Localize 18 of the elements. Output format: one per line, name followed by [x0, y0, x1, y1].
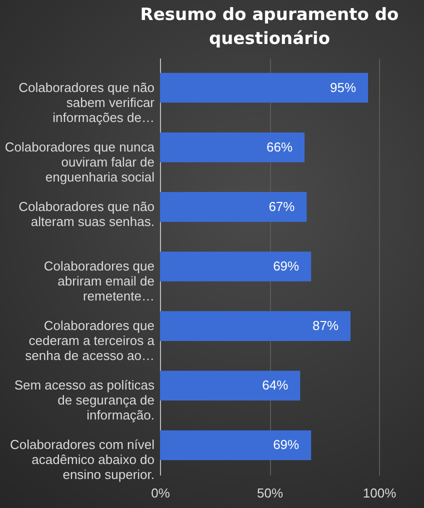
data-label: 95% — [330, 80, 356, 95]
data-label: 66% — [266, 139, 293, 154]
data-label: 69% — [273, 437, 300, 452]
y-tick-label: Colaboradores com nível acadêmico abaixo do ensino superior. — [10, 437, 155, 482]
y-tick-label: Colaboradores que nunca ouviram falar de enguenharia social — [4, 139, 156, 184]
data-label: 69% — [273, 258, 300, 274]
y-tick-label: Sem acesso as políticas de segurança de informação. — [14, 378, 155, 423]
y-tick-label: Colaboradores que não sabem verificar informações de… — [18, 80, 156, 125]
data-label: 87% — [312, 318, 339, 334]
x-tick-label: 0% — [151, 486, 170, 500]
y-tick-label: Colaboradores que abriram email de remetente… — [44, 258, 154, 304]
x-tick-label: 100% — [362, 486, 397, 500]
y-tick-label: Colaboradores que cederam a terceiros a senha de acesso ao… — [25, 318, 156, 364]
data-label: 64% — [262, 378, 289, 393]
x-tick-label: 50% — [256, 486, 284, 500]
data-label: 67% — [268, 198, 296, 214]
y-tick-label: Colaboradores que não alteram suas senhas. — [18, 198, 154, 229]
chart-title: Resumo do apuramento do questionário — [140, 5, 399, 49]
